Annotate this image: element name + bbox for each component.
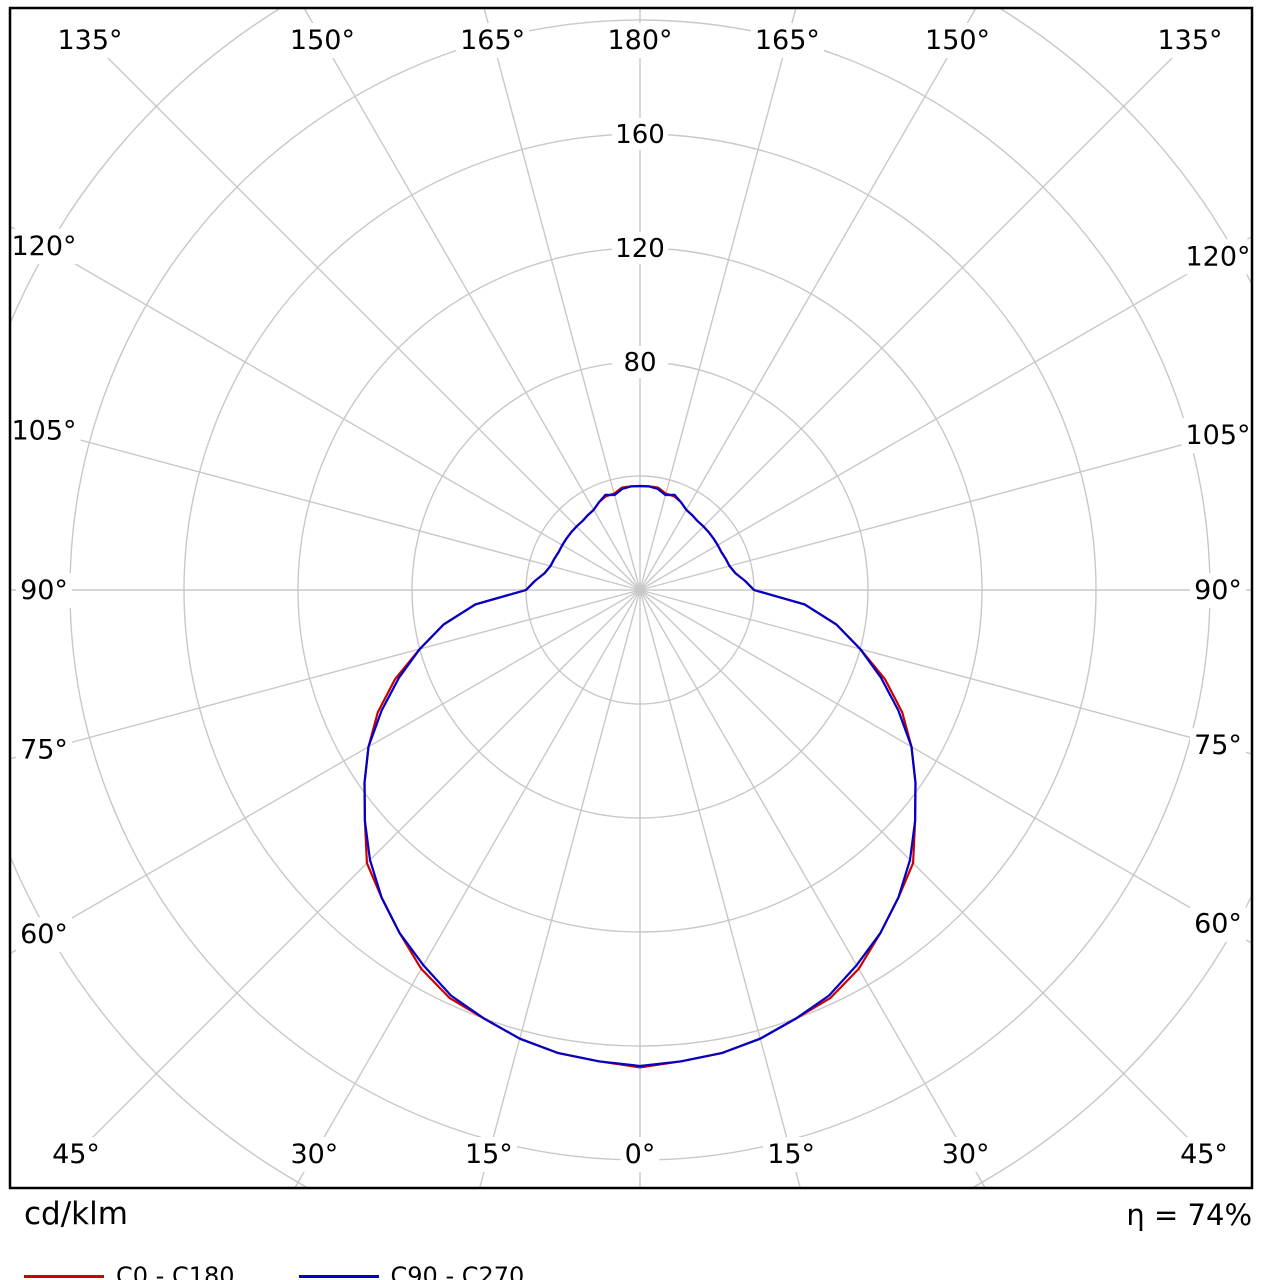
angle-tick-label: 0° <box>625 1139 656 1170</box>
angle-tick-label: 75° <box>1194 730 1242 761</box>
legend: C0 - C180 C90 - C270 <box>24 1262 588 1280</box>
radial-tick-label: 120 <box>615 234 665 264</box>
angle-tick-label: 150° <box>290 25 355 56</box>
chart-frame <box>8 6 1254 1190</box>
angle-tick-label: 90° <box>20 575 68 606</box>
legend-label-c0-c180: C0 - C180 <box>116 1262 235 1280</box>
radial-tick-label: 80 <box>623 348 656 378</box>
legend-swatch-c0-c180 <box>24 1274 104 1278</box>
angle-tick-label: 180° <box>607 25 672 56</box>
angle-tick-label: 120° <box>1185 241 1250 272</box>
angle-tick-label: 105° <box>11 415 76 446</box>
angle-tick-label: 135° <box>1157 25 1222 56</box>
angle-tick-label: 45° <box>52 1139 100 1170</box>
angle-tick-label: 60° <box>1194 909 1242 940</box>
angle-tick-label: 150° <box>925 25 990 56</box>
angle-tick-label: 60° <box>20 919 68 950</box>
angle-tick-label: 135° <box>57 25 122 56</box>
angle-tick-label: 30° <box>290 1139 338 1170</box>
intensity-curves <box>363 484 917 1069</box>
angle-tick-label: 15° <box>767 1139 815 1170</box>
radial-tick-label: 160 <box>615 120 665 150</box>
angle-tick-label: 75° <box>20 735 68 766</box>
angle-tick-label: 30° <box>942 1139 990 1170</box>
angle-tick-label: 165° <box>460 25 525 56</box>
legend-label-c90-c270: C90 - C270 <box>390 1262 525 1280</box>
efficiency-label: η = 74% <box>1126 1198 1252 1232</box>
angle-tick-label: 120° <box>11 231 76 262</box>
curve-c90-c270 <box>363 484 917 1068</box>
angle-tick-label: 15° <box>465 1139 513 1170</box>
angle-tick-label: 90° <box>1194 575 1242 606</box>
unit-label: cd/klm <box>24 1196 128 1232</box>
angle-tick-label: 105° <box>1185 420 1250 451</box>
legend-swatch-c90-c270 <box>298 1274 379 1278</box>
angle-tick-label: 165° <box>755 25 820 56</box>
angle-tick-label: 45° <box>1180 1139 1228 1170</box>
